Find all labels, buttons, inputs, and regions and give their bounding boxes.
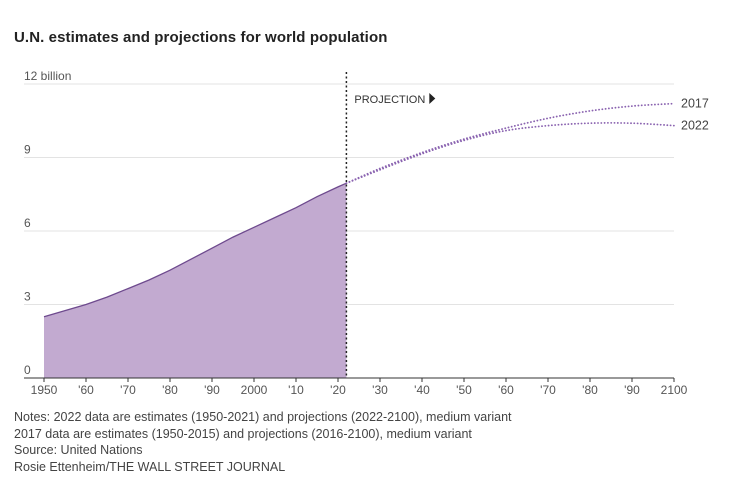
x-tick-label: '70 [120, 383, 136, 397]
population-chart: 2017 2022 0 3 6 9 12 billion 1950 '60 '70 '80 '90 2… [24, 69, 709, 397]
x-tick-label: '40 [414, 383, 430, 397]
annotations: PROJECTION [345, 72, 436, 378]
x-tick-label: '90 [624, 383, 640, 397]
notes-line: 2017 data are estimates (1950-2015) and … [14, 426, 472, 441]
y-tick-label: 6 [24, 216, 31, 230]
x-tick-label: '90 [204, 383, 220, 397]
chart-notes: Notes: 2022 data are estimates (1950-202… [14, 409, 512, 475]
y-tick-label: 9 [24, 143, 31, 157]
projection-series-group: 2017 2022 [345, 97, 709, 185]
x-tick-label: 2100 [661, 383, 688, 397]
projection-line-2022 [345, 122, 675, 185]
x-tick-label: '60 [498, 383, 514, 397]
gridlines [24, 83, 674, 305]
x-tick-label: 2000 [241, 383, 268, 397]
estimates-area [44, 183, 347, 378]
notes-line: Notes: 2022 data are estimates (1950-202… [14, 410, 512, 424]
projection-arrow-icon [429, 93, 436, 104]
x-tick-label: '70 [540, 383, 556, 397]
series-label-2017: 2017 [681, 97, 709, 111]
x-tick-label: '20 [330, 383, 346, 397]
credit-line: Rosie Ettenheim/THE WALL STREET JOURNAL [14, 459, 286, 474]
series-label-2022: 2022 [681, 119, 709, 133]
projection-line-2017 [345, 102, 675, 185]
x-tick-label: '60 [78, 383, 94, 397]
x-tick-label: 1950 [31, 383, 58, 397]
estimates-line [43, 182, 347, 318]
x-tick-label: '10 [288, 383, 304, 397]
estimates-area-group [43, 182, 347, 378]
x-tick-label: '50 [456, 383, 472, 397]
axes: 0 3 6 9 12 billion 1950 '60 '70 '80 '90 2000 '10 '20… [24, 69, 688, 397]
projection-label: PROJECTION [354, 94, 425, 106]
x-tick-label: '80 [582, 383, 598, 397]
chart-title: U.N. estimates and projections for world… [14, 29, 388, 46]
source-line: Source: United Nations [14, 443, 143, 457]
y-tick-label: 12 billion [24, 69, 71, 83]
x-tick-label: '30 [372, 383, 388, 397]
y-tick-label: 0 [24, 363, 31, 377]
x-tick-label: '80 [162, 383, 178, 397]
y-tick-label: 3 [24, 290, 31, 304]
